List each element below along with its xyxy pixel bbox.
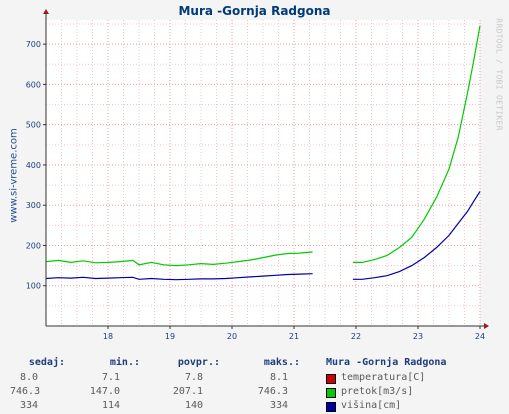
chart-plot: 18 19 20 21 22 23 24 100 200 300 400 500 600 700 [26, 9, 489, 341]
axes [43, 9, 489, 329]
y-axis-arrow [43, 9, 49, 14]
legend-swatch-visina [326, 402, 336, 412]
value-maks: 8.1 [269, 372, 288, 383]
value-min: 114 [101, 400, 120, 411]
legend-label-visina: višina[cm] [341, 400, 402, 411]
value-sedaj: 746.3 [10, 386, 41, 397]
x-tick-label: 20 [227, 332, 237, 341]
legend-label-pretok: pretok[m3/s] [341, 386, 414, 397]
x-tick-label: 23 [413, 332, 423, 341]
header-povpr: povpr.: [177, 357, 220, 368]
y-tick-label: 200 [26, 241, 41, 250]
value-min: 7.1 [101, 372, 120, 383]
value-povpr: 140 [184, 400, 203, 411]
legend-label-temperatura: temperatura[C] [341, 372, 426, 383]
y-tick-label: 300 [26, 201, 41, 210]
y-tick-label: 100 [26, 282, 41, 291]
x-axis-arrow [484, 323, 489, 329]
value-maks: 746.3 [257, 386, 288, 397]
value-povpr: 7.8 [184, 372, 203, 383]
series-line-3 [352, 191, 481, 280]
series-line-2 [45, 273, 313, 281]
tick-labels: 18 19 20 21 22 23 24 100 200 300 400 500 600 700 [26, 40, 485, 341]
x-tick-label: 22 [351, 332, 361, 341]
series-lines [45, 25, 481, 281]
stats-row-visina: 334 114 140 334 višina[cm] [0, 400, 509, 413]
legend-swatch-pretok [326, 388, 336, 398]
x-tick-label: 18 [103, 332, 113, 341]
chart-title: Mura -Gornja Radgona [178, 4, 331, 18]
y-tick-label: 500 [26, 121, 41, 130]
header-sedaj: sedaj: [28, 357, 65, 368]
header-min: min.: [109, 357, 140, 368]
value-sedaj: 8.0 [19, 372, 38, 383]
value-povpr: 207.1 [172, 386, 203, 397]
value-min: 147.0 [89, 386, 120, 397]
value-sedaj: 334 [19, 400, 38, 411]
stats-row-pretok: 746.3 147.0 207.1 746.3 pretok[m3/s] [0, 386, 509, 399]
y-tick-label: 600 [26, 80, 41, 89]
y-tick-label: 700 [26, 40, 41, 49]
x-tick-label: 21 [289, 332, 299, 341]
series-line-1 [352, 25, 481, 263]
legend-swatch-temperatura [326, 374, 336, 384]
x-tick-label: 24 [475, 332, 485, 341]
header-maks: maks.: [263, 357, 300, 368]
legend-title: Mura -Gornja Radgona [326, 357, 447, 368]
x-tick-label: 19 [165, 332, 175, 341]
series-line-0 [45, 251, 313, 267]
value-maks: 334 [269, 400, 288, 411]
y-tick-label: 400 [26, 161, 41, 170]
stats-row-temperatura: 8.0 7.1 7.8 8.1 temperatura[C] [0, 372, 509, 385]
stats-header-row: sedaj: min.: povpr.: maks.: Mura -Gornja… [0, 357, 509, 370]
